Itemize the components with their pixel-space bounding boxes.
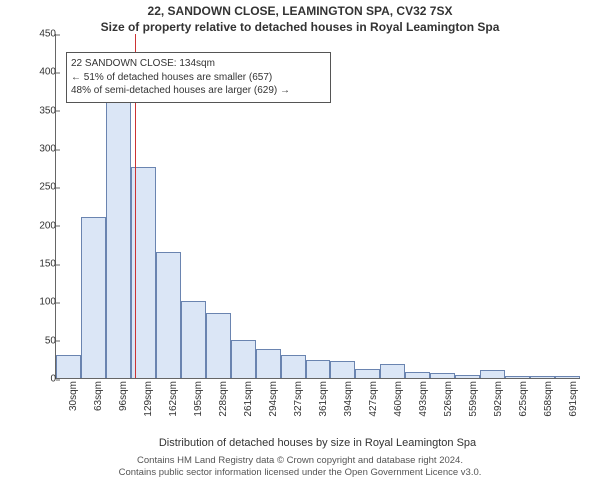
y-tick: 150 (22, 259, 56, 270)
annotation-line: 22 SANDOWN CLOSE: 134sqm (71, 57, 326, 71)
histogram-bar (380, 364, 405, 378)
annotation-line: ← 51% of detached houses are smaller (65… (71, 71, 326, 85)
histogram-bar (156, 252, 181, 379)
x-tick: 625sqm (518, 381, 529, 417)
y-tick: 350 (22, 105, 56, 116)
histogram-bar (405, 372, 430, 378)
chart-title-line2: Size of property relative to detached ho… (0, 20, 600, 34)
annotation-line: 48% of semi-detached houses are larger (… (71, 84, 326, 98)
y-tick: 300 (22, 144, 56, 155)
y-tick: 250 (22, 182, 56, 193)
y-tick: 200 (22, 220, 56, 231)
histogram-bar (231, 340, 256, 378)
histogram-bar (56, 355, 81, 378)
histogram-bar (306, 360, 331, 378)
x-tick: 294sqm (268, 381, 279, 417)
y-tick: 50 (22, 335, 56, 346)
x-tick: 327sqm (293, 381, 304, 417)
histogram-bar (256, 349, 281, 378)
histogram-plot: 050100150200250300350400450 22 SANDOWN C… (55, 34, 580, 379)
x-tick: 63sqm (93, 381, 104, 411)
histogram-bar (530, 376, 555, 378)
x-tick: 228sqm (218, 381, 229, 417)
chart-title-line1: 22, SANDOWN CLOSE, LEAMINGTON SPA, CV32 … (0, 4, 600, 18)
x-tick: 691sqm (568, 381, 579, 417)
x-axis-label: Distribution of detached houses by size … (55, 437, 580, 449)
histogram-bar (281, 355, 306, 378)
y-tick: 400 (22, 67, 56, 78)
histogram-bar (455, 375, 480, 378)
y-tick: 0 (22, 374, 56, 385)
x-tick: 261sqm (243, 381, 254, 417)
histogram-bar (330, 361, 355, 378)
x-tick: 427sqm (368, 381, 379, 417)
x-tick: 658sqm (543, 381, 554, 417)
histogram-bar (355, 369, 380, 378)
histogram-bar (181, 301, 206, 378)
x-ticks: 30sqm 63sqm 96sqm 129sqm 162sqm 195sqm 228sqm 2… (55, 379, 580, 437)
x-tick: 559sqm (468, 381, 479, 417)
histogram-bar (106, 58, 131, 378)
footer-line2: Contains public sector information licen… (0, 467, 600, 479)
x-tick: 361sqm (318, 381, 329, 417)
histogram-bar (206, 313, 231, 378)
x-tick: 394sqm (343, 381, 354, 417)
x-tick: 195sqm (193, 381, 204, 417)
x-tick: 460sqm (393, 381, 404, 417)
histogram-bar (81, 217, 106, 378)
x-tick: 493sqm (418, 381, 429, 417)
x-tick: 96sqm (118, 381, 129, 411)
histogram-bar (555, 376, 580, 378)
y-tick: 450 (22, 29, 56, 40)
histogram-bar (430, 373, 455, 378)
footer-line1: Contains HM Land Registry data © Crown c… (0, 455, 600, 467)
x-tick: 129sqm (143, 381, 154, 417)
histogram-bar (480, 370, 505, 378)
x-tick: 30sqm (68, 381, 79, 411)
x-tick: 526sqm (443, 381, 454, 417)
y-tick: 100 (22, 297, 56, 308)
annotation-box: 22 SANDOWN CLOSE: 134sqm ← 51% of detach… (66, 52, 331, 103)
x-tick: 162sqm (168, 381, 179, 417)
x-tick: 592sqm (493, 381, 504, 417)
histogram-bar (505, 376, 530, 378)
